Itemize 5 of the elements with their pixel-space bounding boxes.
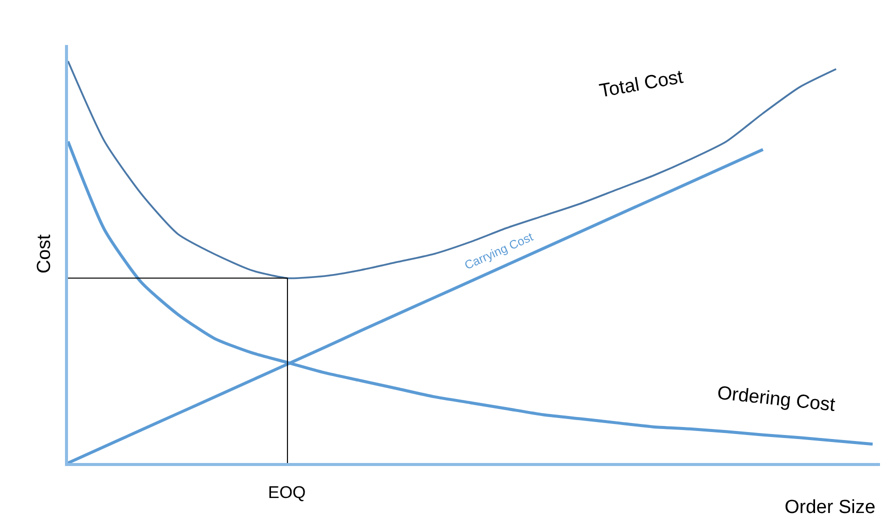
text: Total Cost (598, 66, 686, 102)
text: EOQ (268, 483, 306, 502)
text: Ordering Cost (716, 382, 837, 416)
x-axis-title: Order Size (784, 497, 876, 518)
y-axis-title: Cost (34, 234, 55, 274)
